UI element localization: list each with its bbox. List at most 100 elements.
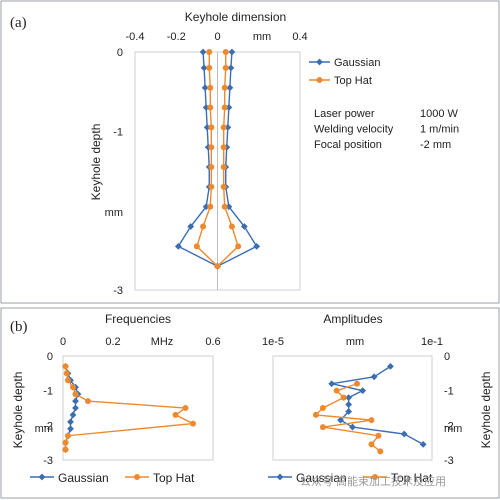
chart-title: Amplitudes [323,312,382,326]
data-point [222,64,229,71]
y-unit-label: mm [444,423,462,435]
data-point [228,48,236,56]
data-point [208,164,215,171]
y-tick-label: 0 [47,351,53,363]
legend-marker [316,77,323,83]
data-point [62,446,69,453]
y-axis-title: Keyhole depth [11,372,25,449]
data-point [208,183,215,190]
data-point [208,124,215,131]
series-top-hat [62,363,196,453]
data-point [207,203,214,210]
data-point [337,416,344,424]
data-point [345,401,353,408]
x-tick-label: 0 [60,336,66,348]
data-point [354,380,361,387]
data-point [400,430,408,438]
data-point [345,394,353,401]
panel-b-frame [0,307,500,499]
bottom-legend: Gaussian Top Hat Gaussian Top Hat [30,471,433,485]
data-point [62,439,69,446]
data-point [221,104,228,111]
x-unit-label: mm [346,336,364,348]
series-gaussian-left [174,48,221,270]
data-point [207,84,214,91]
data-point [63,370,70,377]
data-point [193,243,200,250]
data-point [65,432,71,439]
data-point [225,104,233,111]
series-line [314,383,381,452]
y-tick-label: -2 [43,420,53,432]
data-point [206,64,213,71]
keyhole-dimension-chart: Keyhole dimension-0.4 -0.2 0 0.4mm0-1-3mmKe… [89,10,459,297]
x-tick-label: 0.6 [205,336,220,348]
watermark-text: 公众号 高能束加工技术及应用 [300,474,446,488]
data-point [221,203,228,210]
data-point [377,448,384,455]
y-tick-label: -2 [444,420,454,432]
data-point [370,373,378,381]
data-point [62,363,69,370]
x-tick-label: 0 [214,31,220,43]
data-point [368,441,375,448]
parameter-label: Focal position [314,139,382,151]
series-line [196,52,218,267]
data-point [226,84,234,92]
data-point [220,144,227,151]
data-point [201,84,209,92]
data-point [172,411,179,418]
panel-a-frame [0,0,500,304]
series-line [64,366,196,450]
y-tick-label: -1 [113,126,123,138]
data-point [221,84,228,91]
data-point [199,48,207,56]
data-point [419,441,427,448]
series-gaussian-right [214,48,261,270]
data-point [312,411,319,418]
data-point [174,242,182,250]
data-point [214,263,221,270]
series-line [217,52,239,267]
data-point [222,49,229,55]
x-unit-label: MHz [151,336,174,348]
legend-marker [316,58,323,66]
parameter-label: Welding velocity [314,124,394,136]
data-point [65,377,71,384]
chart-title: Keyhole dimension [185,10,286,24]
y-axis-title: Keyhole depth [89,124,103,201]
data-point [72,397,79,405]
data-point [375,432,382,439]
y-tick-label: -3 [113,285,123,297]
data-point [340,394,347,401]
series-top-hat-right [214,49,242,270]
series-top-hat [312,380,384,455]
legend-marker [38,473,46,481]
series-gaussian [328,363,427,448]
x-tick-label: -0.2 [167,31,186,43]
data-point [387,363,394,370]
y-tick-label: 0 [444,351,450,363]
data-point [70,384,76,391]
data-point [235,243,242,250]
y-axis-title: Keyhole depth [479,372,493,449]
data-point [206,49,213,55]
legend-entry-frequencies: Top Hat [153,471,195,485]
data-point [220,183,227,190]
plot-area [62,355,214,461]
y-tick-label: -1 [43,386,53,398]
x-unit-label: mm [253,31,271,43]
data-point [200,223,207,230]
data-point [202,104,210,111]
data-point [319,405,326,411]
x-tick-label: 1e-5 [262,336,284,348]
series-line [331,365,424,446]
data-point [72,404,79,412]
data-point [368,417,375,424]
series-line [217,51,258,267]
data-point [85,398,91,405]
data-point [349,423,356,431]
panel-b-label: (b) [10,319,28,335]
y-tick-label: 0 [117,47,123,59]
